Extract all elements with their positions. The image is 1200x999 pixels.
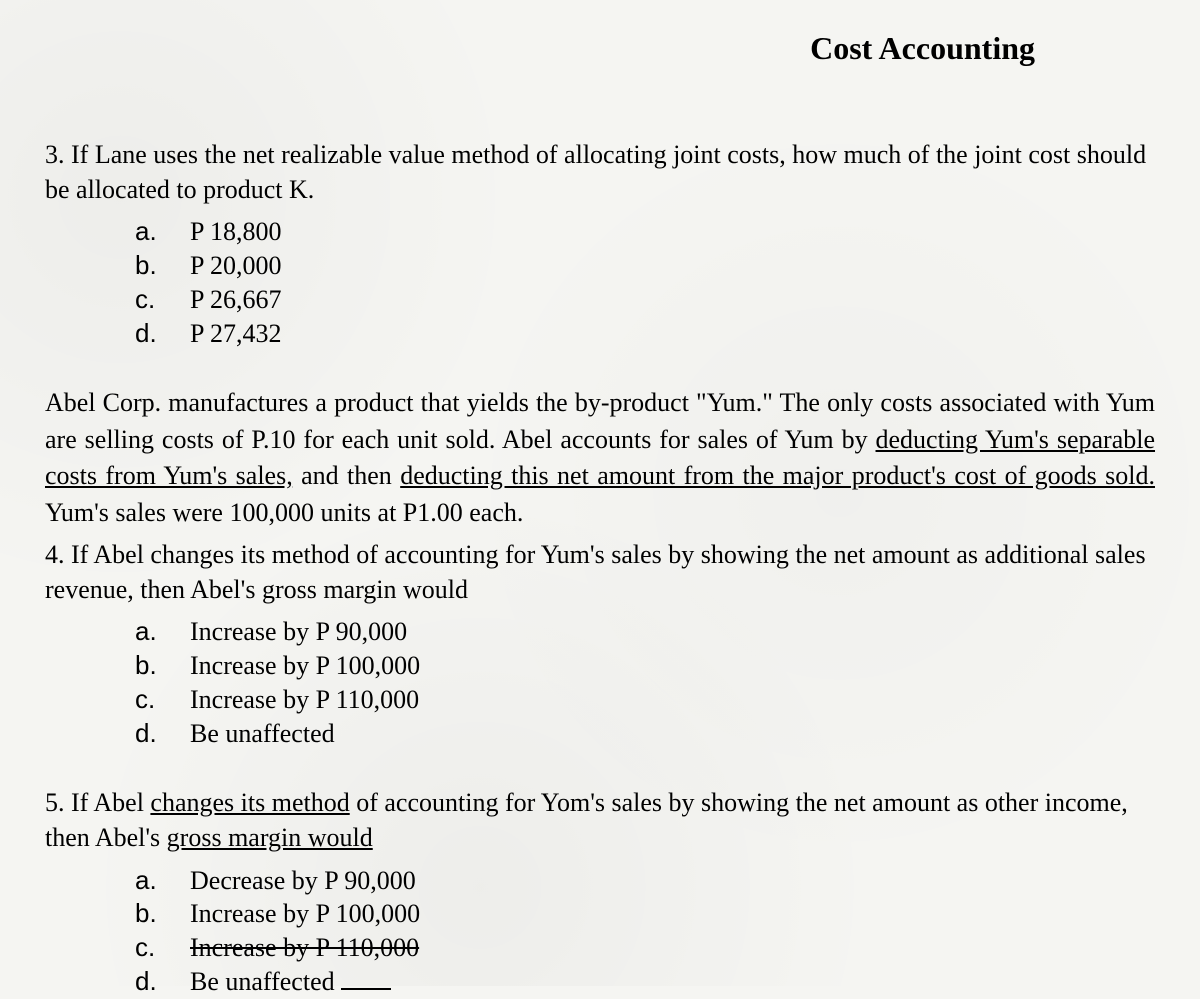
- option-text: Increase by P 110,000: [190, 683, 419, 717]
- q4-options: a. Increase by P 90,000 b. Increase by P…: [135, 615, 1155, 750]
- option-letter: c.: [135, 931, 190, 965]
- option-text: Increase by P 90,000: [190, 615, 407, 649]
- option-letter: b.: [135, 897, 190, 931]
- q5-underline-2: gross margin would: [167, 823, 373, 852]
- q5-number: 5.: [45, 788, 65, 817]
- passage-underline-2: deducting this net amount from the major…: [400, 461, 1155, 490]
- q4-number: 4.: [45, 540, 65, 569]
- q3-option-c: c. P 26,667: [135, 283, 1155, 317]
- page-title: Cost Accounting: [45, 30, 1155, 67]
- option-letter: b.: [135, 649, 190, 683]
- q3-option-d: d. P 27,432: [135, 317, 1155, 351]
- q4-option-a: a. Increase by P 90,000: [135, 615, 1155, 649]
- option-letter: c.: [135, 683, 190, 717]
- option-letter: b.: [135, 249, 190, 283]
- option-letter: d.: [135, 717, 190, 751]
- option-text: Be unaffected: [190, 965, 335, 999]
- option-text: Increase by P 110,000: [190, 931, 419, 965]
- option-letter: d.: [135, 965, 190, 999]
- passage-part3: Yum's sales were 100,000 units at P1.00 …: [45, 498, 523, 527]
- question-3: 3. If Lane uses the net realizable value…: [45, 137, 1155, 207]
- option-letter: a.: [135, 864, 190, 898]
- q3-number: 3.: [45, 140, 65, 169]
- q4-option-d: d. Be unaffected: [135, 717, 1155, 751]
- option-letter: c.: [135, 283, 190, 317]
- q5-text-a: If Abel: [71, 788, 150, 817]
- option-text: P 27,432: [190, 317, 282, 351]
- question-5: 5. If Abel changes its method of account…: [45, 785, 1155, 855]
- option-text: Increase by P 100,000: [190, 649, 420, 683]
- q3-options: a. P 18,800 b. P 20,000 c. P 26,667 d. P…: [135, 215, 1155, 350]
- abel-passage: Abel Corp. manufactures a product that y…: [45, 385, 1155, 531]
- q4-option-b: b. Increase by P 100,000: [135, 649, 1155, 683]
- q3-text: If Lane uses the net realizable value me…: [45, 140, 1146, 204]
- option-text: P 18,800: [190, 215, 282, 249]
- option-letter: d.: [135, 317, 190, 351]
- q5-options: a. Decrease by P 90,000 b. Increase by P…: [135, 864, 1155, 999]
- option-text: P 26,667: [190, 283, 282, 317]
- q4-text: If Abel changes its method of accounting…: [45, 540, 1146, 604]
- q5-option-c: c. Increase by P 110,000: [135, 931, 1155, 965]
- option-text: Increase by P 100,000: [190, 897, 420, 931]
- handwritten-dash-icon: [341, 988, 391, 990]
- question-4: 4. If Abel changes its method of account…: [45, 537, 1155, 607]
- q5-option-d: d. Be unaffected: [135, 965, 1155, 999]
- q5-option-b: b. Increase by P 100,000: [135, 897, 1155, 931]
- q5-underline-1: changes its method: [150, 788, 349, 817]
- q4-option-c: c. Increase by P 110,000: [135, 683, 1155, 717]
- q5-option-a: a. Decrease by P 90,000: [135, 864, 1155, 898]
- option-letter: a.: [135, 215, 190, 249]
- option-letter: a.: [135, 615, 190, 649]
- option-text: P 20,000: [190, 249, 282, 283]
- q3-option-a: a. P 18,800: [135, 215, 1155, 249]
- passage-part2: and then: [293, 461, 400, 490]
- option-text: Be unaffected: [190, 717, 335, 751]
- q3-option-b: b. P 20,000: [135, 249, 1155, 283]
- option-text: Decrease by P 90,000: [190, 864, 416, 898]
